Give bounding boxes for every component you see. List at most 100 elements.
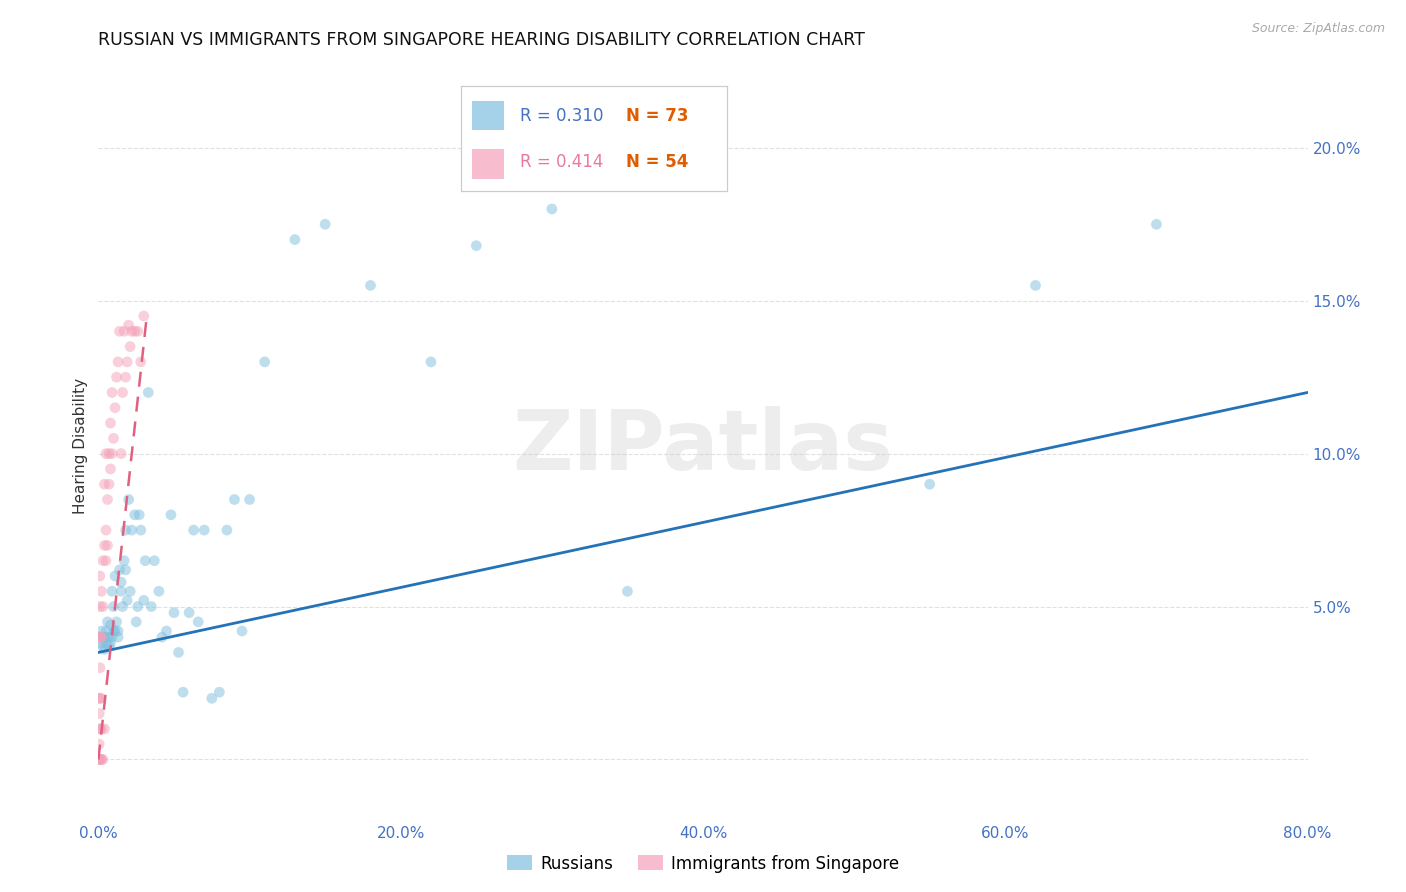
Point — [201, 691, 224, 706]
Point — [127, 599, 149, 614]
Point — [98, 640, 121, 654]
Point — [420, 355, 443, 369]
Text: Source: ZipAtlas.com: Source: ZipAtlas.com — [1251, 22, 1385, 36]
Point — [108, 324, 131, 338]
Point — [107, 624, 129, 638]
Point — [93, 722, 115, 736]
Point — [143, 554, 166, 568]
Point — [163, 606, 186, 620]
Point — [112, 324, 135, 338]
Point — [94, 523, 117, 537]
Point — [94, 554, 117, 568]
Point — [89, 630, 111, 644]
Point — [105, 615, 128, 629]
Point — [89, 661, 111, 675]
Point — [104, 401, 127, 415]
Point — [111, 599, 134, 614]
Point — [540, 202, 562, 216]
Point — [118, 318, 141, 333]
Point — [100, 416, 122, 430]
Point — [215, 523, 238, 537]
Point — [96, 492, 118, 507]
Point — [125, 615, 148, 629]
Point — [141, 599, 163, 614]
Point — [239, 492, 262, 507]
Point — [465, 238, 488, 252]
Point — [1024, 278, 1046, 293]
Point — [231, 624, 253, 638]
Point — [179, 606, 201, 620]
Point — [91, 599, 114, 614]
Point — [160, 508, 183, 522]
Point — [108, 563, 131, 577]
Point — [127, 324, 149, 338]
Point — [89, 752, 111, 766]
Point — [98, 477, 121, 491]
Point — [128, 508, 150, 522]
Point — [96, 538, 118, 552]
Point — [101, 584, 124, 599]
Point — [101, 447, 124, 461]
Point — [120, 584, 142, 599]
Point — [90, 722, 112, 736]
Point — [616, 584, 638, 599]
Point — [129, 523, 152, 537]
Point — [89, 599, 111, 614]
Point — [89, 722, 111, 736]
Point — [100, 462, 122, 476]
Point — [89, 706, 111, 721]
Point — [314, 217, 336, 231]
Point — [89, 752, 111, 766]
Point — [91, 640, 114, 654]
Point — [114, 370, 136, 384]
Point — [104, 624, 127, 638]
Point — [132, 593, 155, 607]
Point — [150, 630, 173, 644]
Point — [93, 630, 115, 644]
Point — [90, 630, 112, 644]
Point — [90, 584, 112, 599]
Point — [94, 624, 117, 638]
Point — [98, 447, 121, 461]
Point — [284, 233, 307, 247]
Point — [103, 431, 125, 445]
Point — [193, 523, 215, 537]
Point — [105, 370, 128, 384]
Point — [918, 477, 941, 491]
Point — [114, 563, 136, 577]
Point — [224, 492, 246, 507]
Point — [112, 554, 135, 568]
Point — [94, 447, 117, 461]
Point — [104, 569, 127, 583]
Point — [208, 685, 231, 699]
Point — [155, 624, 177, 638]
Point — [118, 492, 141, 507]
Point — [110, 447, 132, 461]
Point — [167, 645, 190, 659]
Point — [111, 385, 134, 400]
Point — [101, 385, 124, 400]
Point — [89, 752, 111, 766]
Point — [103, 624, 125, 638]
Point — [89, 691, 111, 706]
Point — [100, 618, 122, 632]
Point — [121, 523, 143, 537]
Point — [107, 630, 129, 644]
Point — [124, 508, 146, 522]
Point — [91, 630, 114, 644]
Point — [110, 584, 132, 599]
Point — [90, 624, 112, 638]
Point — [124, 324, 146, 338]
Point — [96, 615, 118, 629]
Point — [90, 752, 112, 766]
Point — [90, 691, 112, 706]
Text: RUSSIAN VS IMMIGRANTS FROM SINGAPORE HEARING DISABILITY CORRELATION CHART: RUSSIAN VS IMMIGRANTS FROM SINGAPORE HEA… — [98, 31, 865, 49]
Point — [93, 538, 115, 552]
Point — [134, 554, 156, 568]
Point — [89, 630, 111, 644]
Point — [89, 722, 111, 736]
Point — [114, 523, 136, 537]
Point — [253, 355, 276, 369]
Point — [91, 554, 114, 568]
Point — [107, 355, 129, 369]
